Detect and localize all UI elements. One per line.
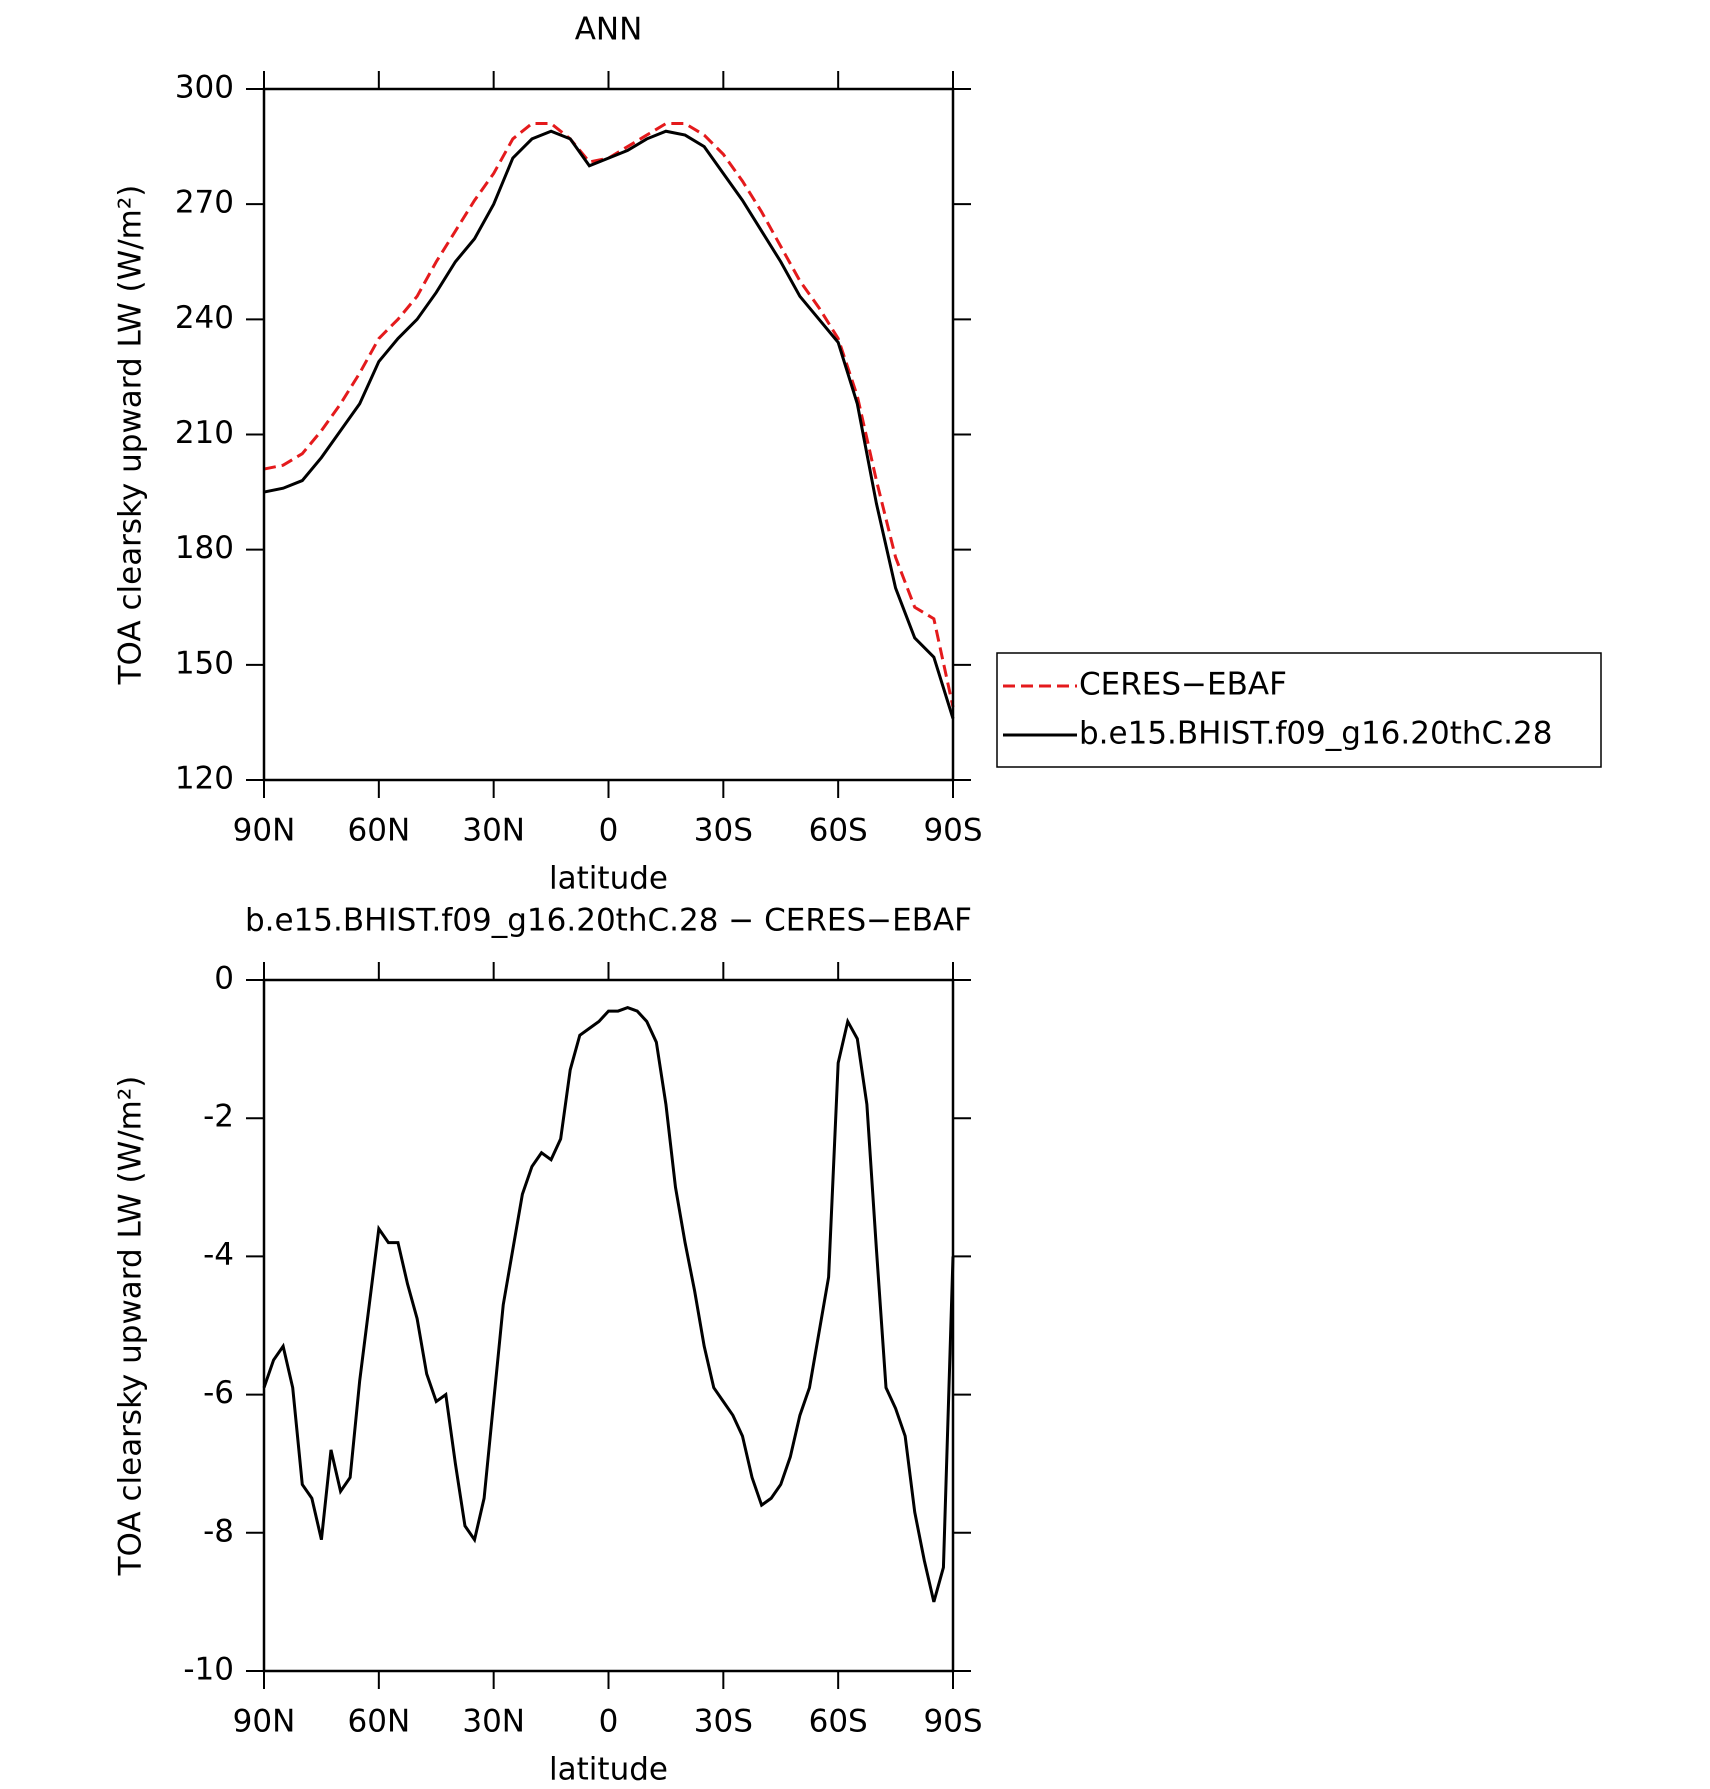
y-tick-label: 0 xyxy=(214,961,234,997)
y-tick-label: -6 xyxy=(203,1375,234,1411)
data-line xyxy=(263,122,955,708)
y-tick-label: -8 xyxy=(203,1513,234,1549)
y-tick-label: -4 xyxy=(203,1237,234,1273)
chart-title: b.e15.BHIST.f09_g16.20thC.28 − CERES−EBA… xyxy=(245,903,972,939)
plot-frame xyxy=(262,978,955,1673)
y-tick-label: -2 xyxy=(203,1099,234,1135)
x-tick-label: 60S xyxy=(809,1704,868,1740)
data-line xyxy=(262,1006,955,1603)
x-tick-label: 90S xyxy=(923,813,982,849)
x-tick-label: 0 xyxy=(599,1704,619,1740)
x-tick-label: 90S xyxy=(923,1704,982,1740)
legend-label: CERES−EBAF xyxy=(1079,667,1287,703)
plot-frame xyxy=(262,87,955,782)
x-tick-label: 30N xyxy=(462,813,525,849)
x-tick-label: 30S xyxy=(694,813,753,849)
x-tick-label: 60N xyxy=(348,813,411,849)
x-tick-label: 0 xyxy=(599,813,619,849)
y-tick-label: 120 xyxy=(175,761,234,797)
x-tick-label: 30N xyxy=(462,1704,525,1740)
y-tick-label: 270 xyxy=(175,185,234,221)
y-tick-label: -10 xyxy=(183,1652,234,1688)
y-tick-label: 300 xyxy=(175,70,234,106)
legend-box xyxy=(996,652,1602,768)
x-tick-label: 60N xyxy=(348,1704,411,1740)
y-axis-label: TOA clearsky upward LW (W/m²) xyxy=(113,1076,149,1577)
y-tick-label: 240 xyxy=(175,300,234,336)
x-tick-label: 90N xyxy=(233,813,296,849)
x-tick-label: 30S xyxy=(694,1704,753,1740)
data-line xyxy=(263,129,955,720)
y-axis-label: TOA clearsky upward LW (W/m²) xyxy=(113,185,149,686)
x-axis-label: latitude xyxy=(549,861,668,897)
y-tick-label: 180 xyxy=(175,530,234,566)
legend-label: b.e15.BHIST.f09_g16.20thC.28 xyxy=(1079,716,1552,752)
x-tick-label: 60S xyxy=(809,813,868,849)
chart-title: ANN xyxy=(575,12,643,48)
y-tick-label: 210 xyxy=(175,415,234,451)
y-tick-label: 150 xyxy=(175,645,234,681)
x-tick-label: 90N xyxy=(233,1704,296,1740)
x-axis-label: latitude xyxy=(549,1752,668,1788)
